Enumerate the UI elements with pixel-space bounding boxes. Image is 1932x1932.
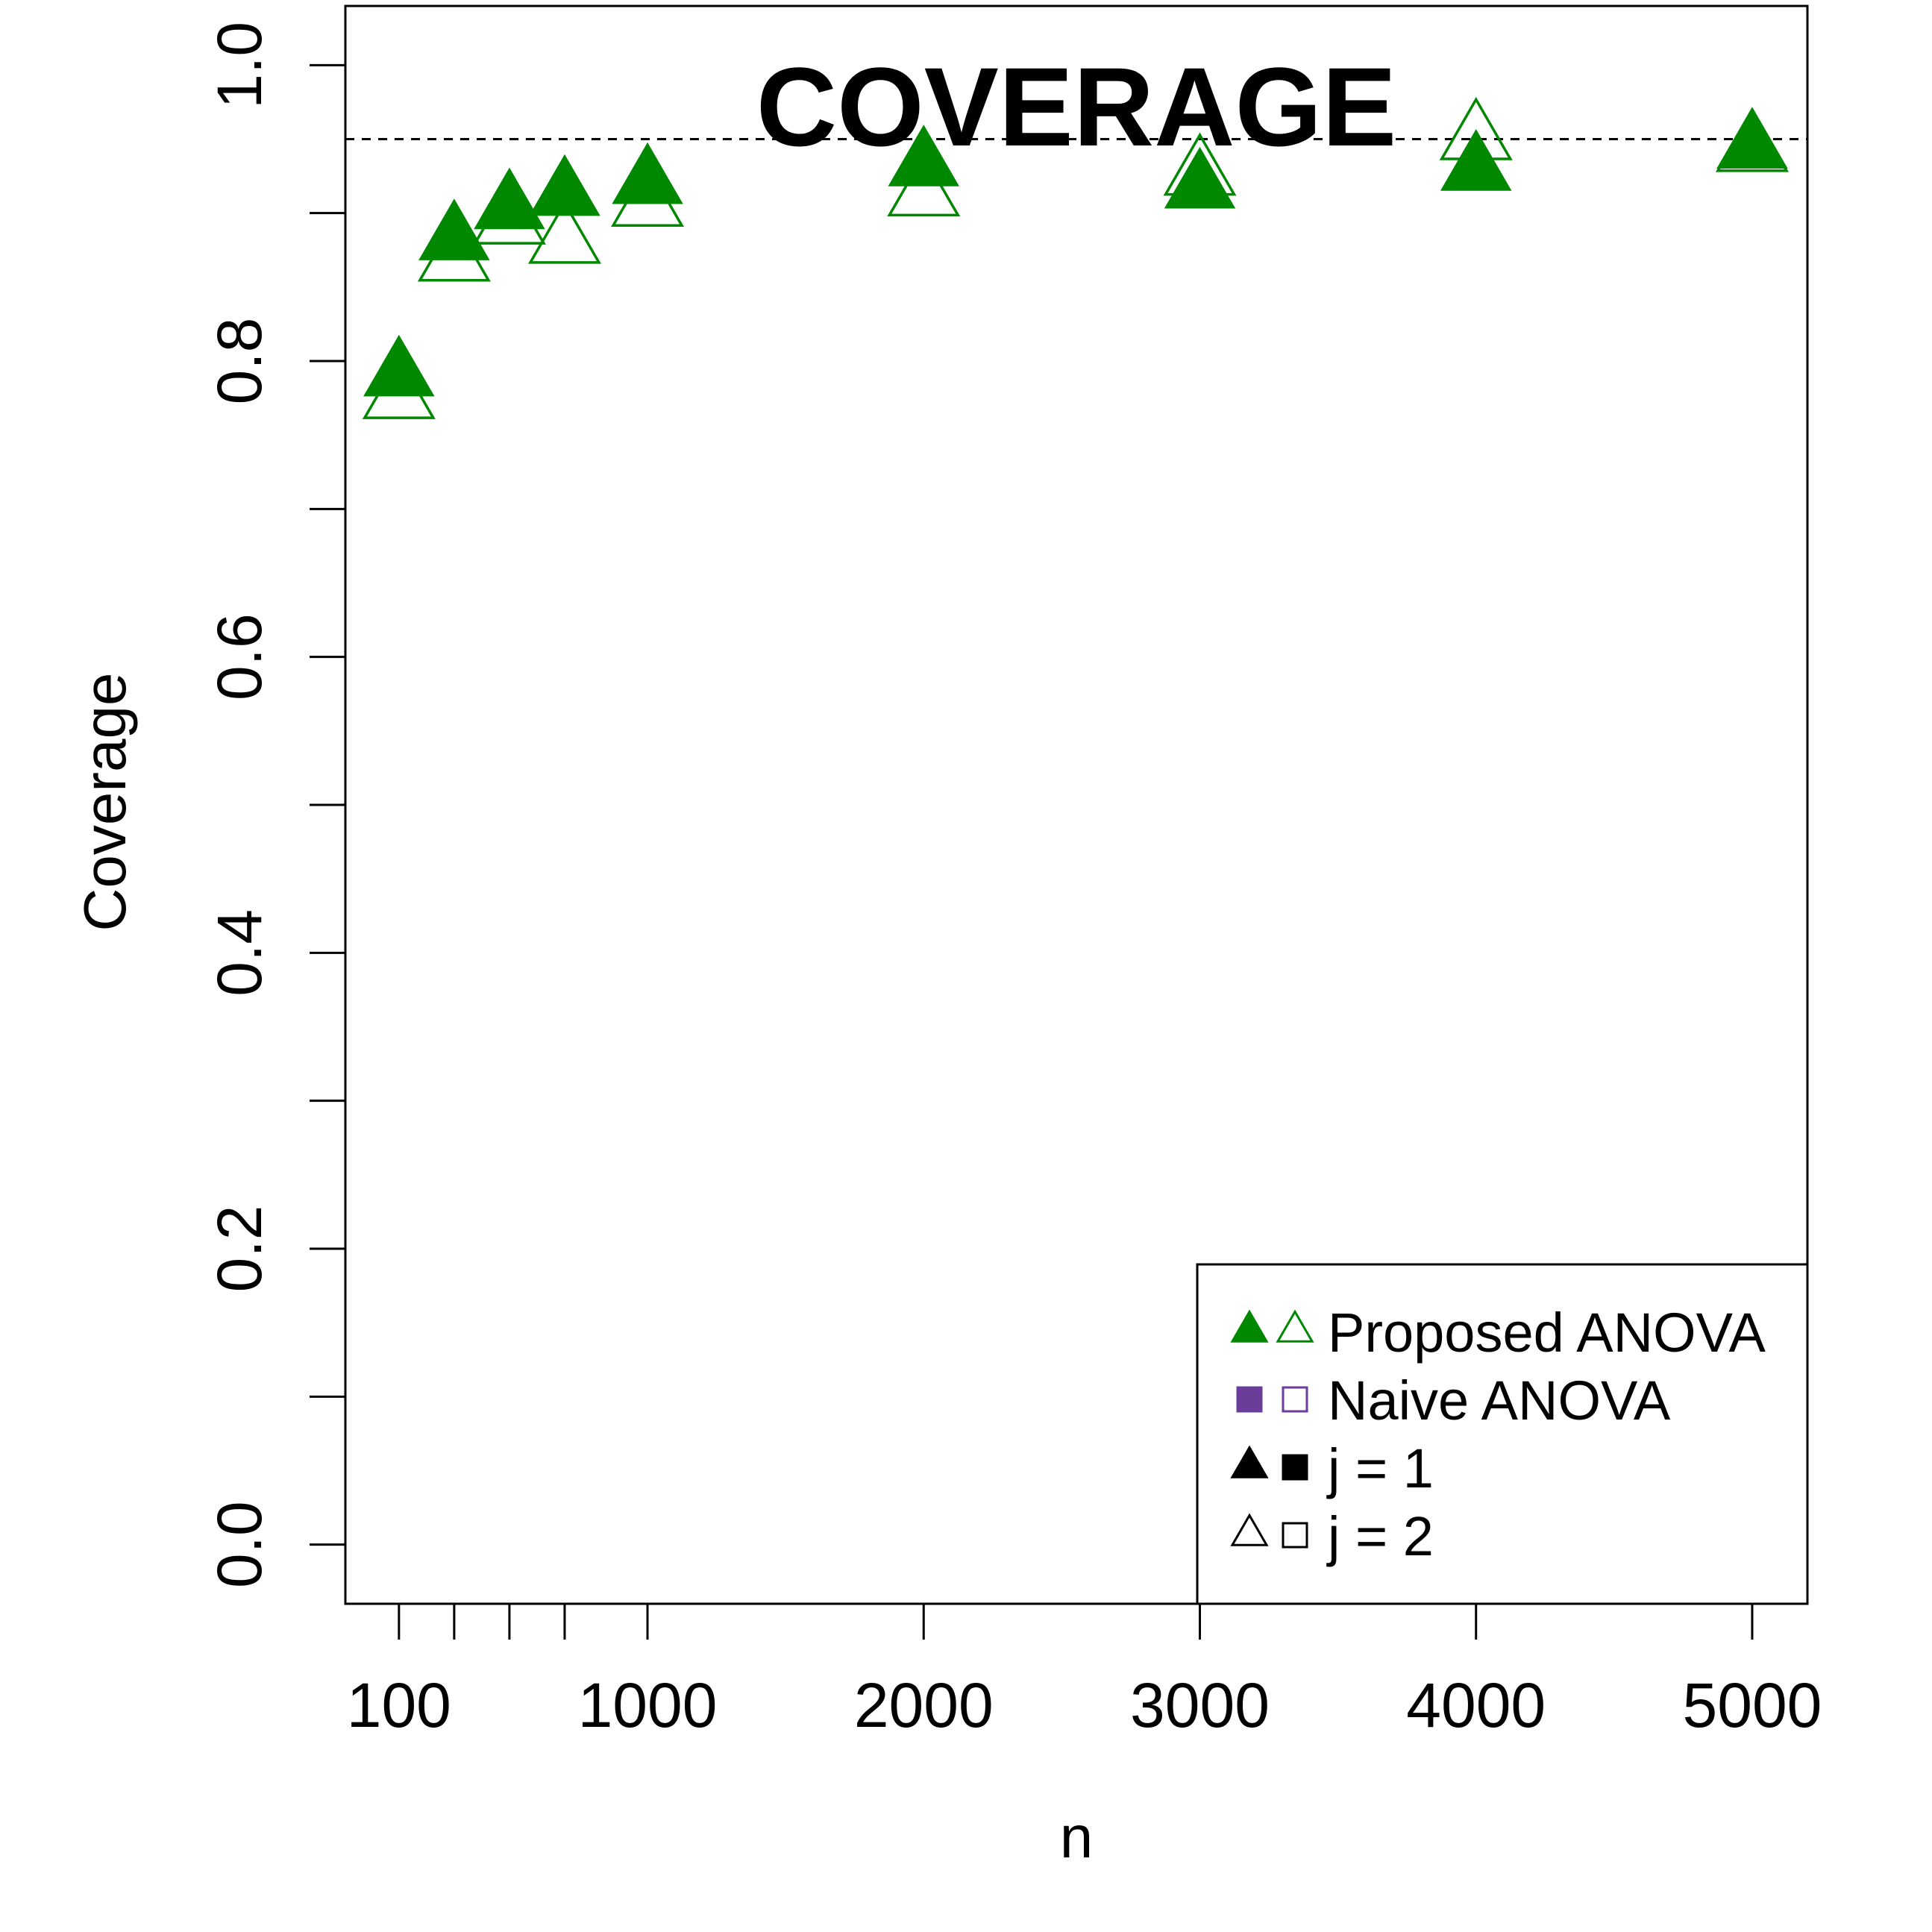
legend-symbol	[1230, 1309, 1269, 1343]
legend-symbol	[1236, 1386, 1263, 1413]
y-tick-label: 0.2	[204, 1205, 275, 1293]
legend-symbol	[1230, 1445, 1269, 1478]
legend-label: Naive ANOVA	[1328, 1370, 1671, 1431]
legend-symbol	[1282, 1522, 1308, 1549]
data-point	[888, 125, 959, 186]
legend-label: j = 1	[1326, 1437, 1434, 1499]
data-point	[1440, 129, 1512, 191]
legend-symbol	[1276, 1309, 1314, 1343]
x-tick-label: 3000	[1130, 1670, 1270, 1740]
y-tick-label: 0.4	[204, 909, 275, 997]
x-tick-label: 100	[347, 1670, 451, 1740]
x-tick-label: 5000	[1683, 1670, 1822, 1740]
y-tick-label: 1.0	[204, 22, 275, 109]
legend-symbol	[1282, 1386, 1308, 1413]
x-tick-label: 4000	[1406, 1670, 1546, 1740]
y-axis-label: Coverage	[72, 673, 138, 932]
y-tick-label: 0.0	[204, 1501, 275, 1588]
x-tick-label: 2000	[854, 1670, 994, 1740]
data-point	[1716, 107, 1788, 169]
x-axis-label: n	[1060, 1804, 1094, 1870]
data-point	[418, 198, 490, 260]
x-tick-label: 1000	[578, 1670, 718, 1740]
data-point	[529, 154, 600, 216]
legend-symbol	[1230, 1513, 1269, 1546]
data-point	[363, 334, 435, 397]
chart-title: COVERAGE	[756, 44, 1396, 169]
legend-label: Proposed ANOVA	[1328, 1302, 1766, 1364]
data-point	[527, 200, 601, 264]
y-tick-label: 0.8	[204, 318, 275, 405]
y-tick-label: 0.6	[204, 613, 275, 700]
data-point	[1164, 146, 1236, 209]
legend-label: j = 2	[1326, 1505, 1434, 1567]
legend-symbol	[1282, 1454, 1308, 1481]
data-point	[474, 167, 545, 230]
data-point	[612, 142, 683, 204]
